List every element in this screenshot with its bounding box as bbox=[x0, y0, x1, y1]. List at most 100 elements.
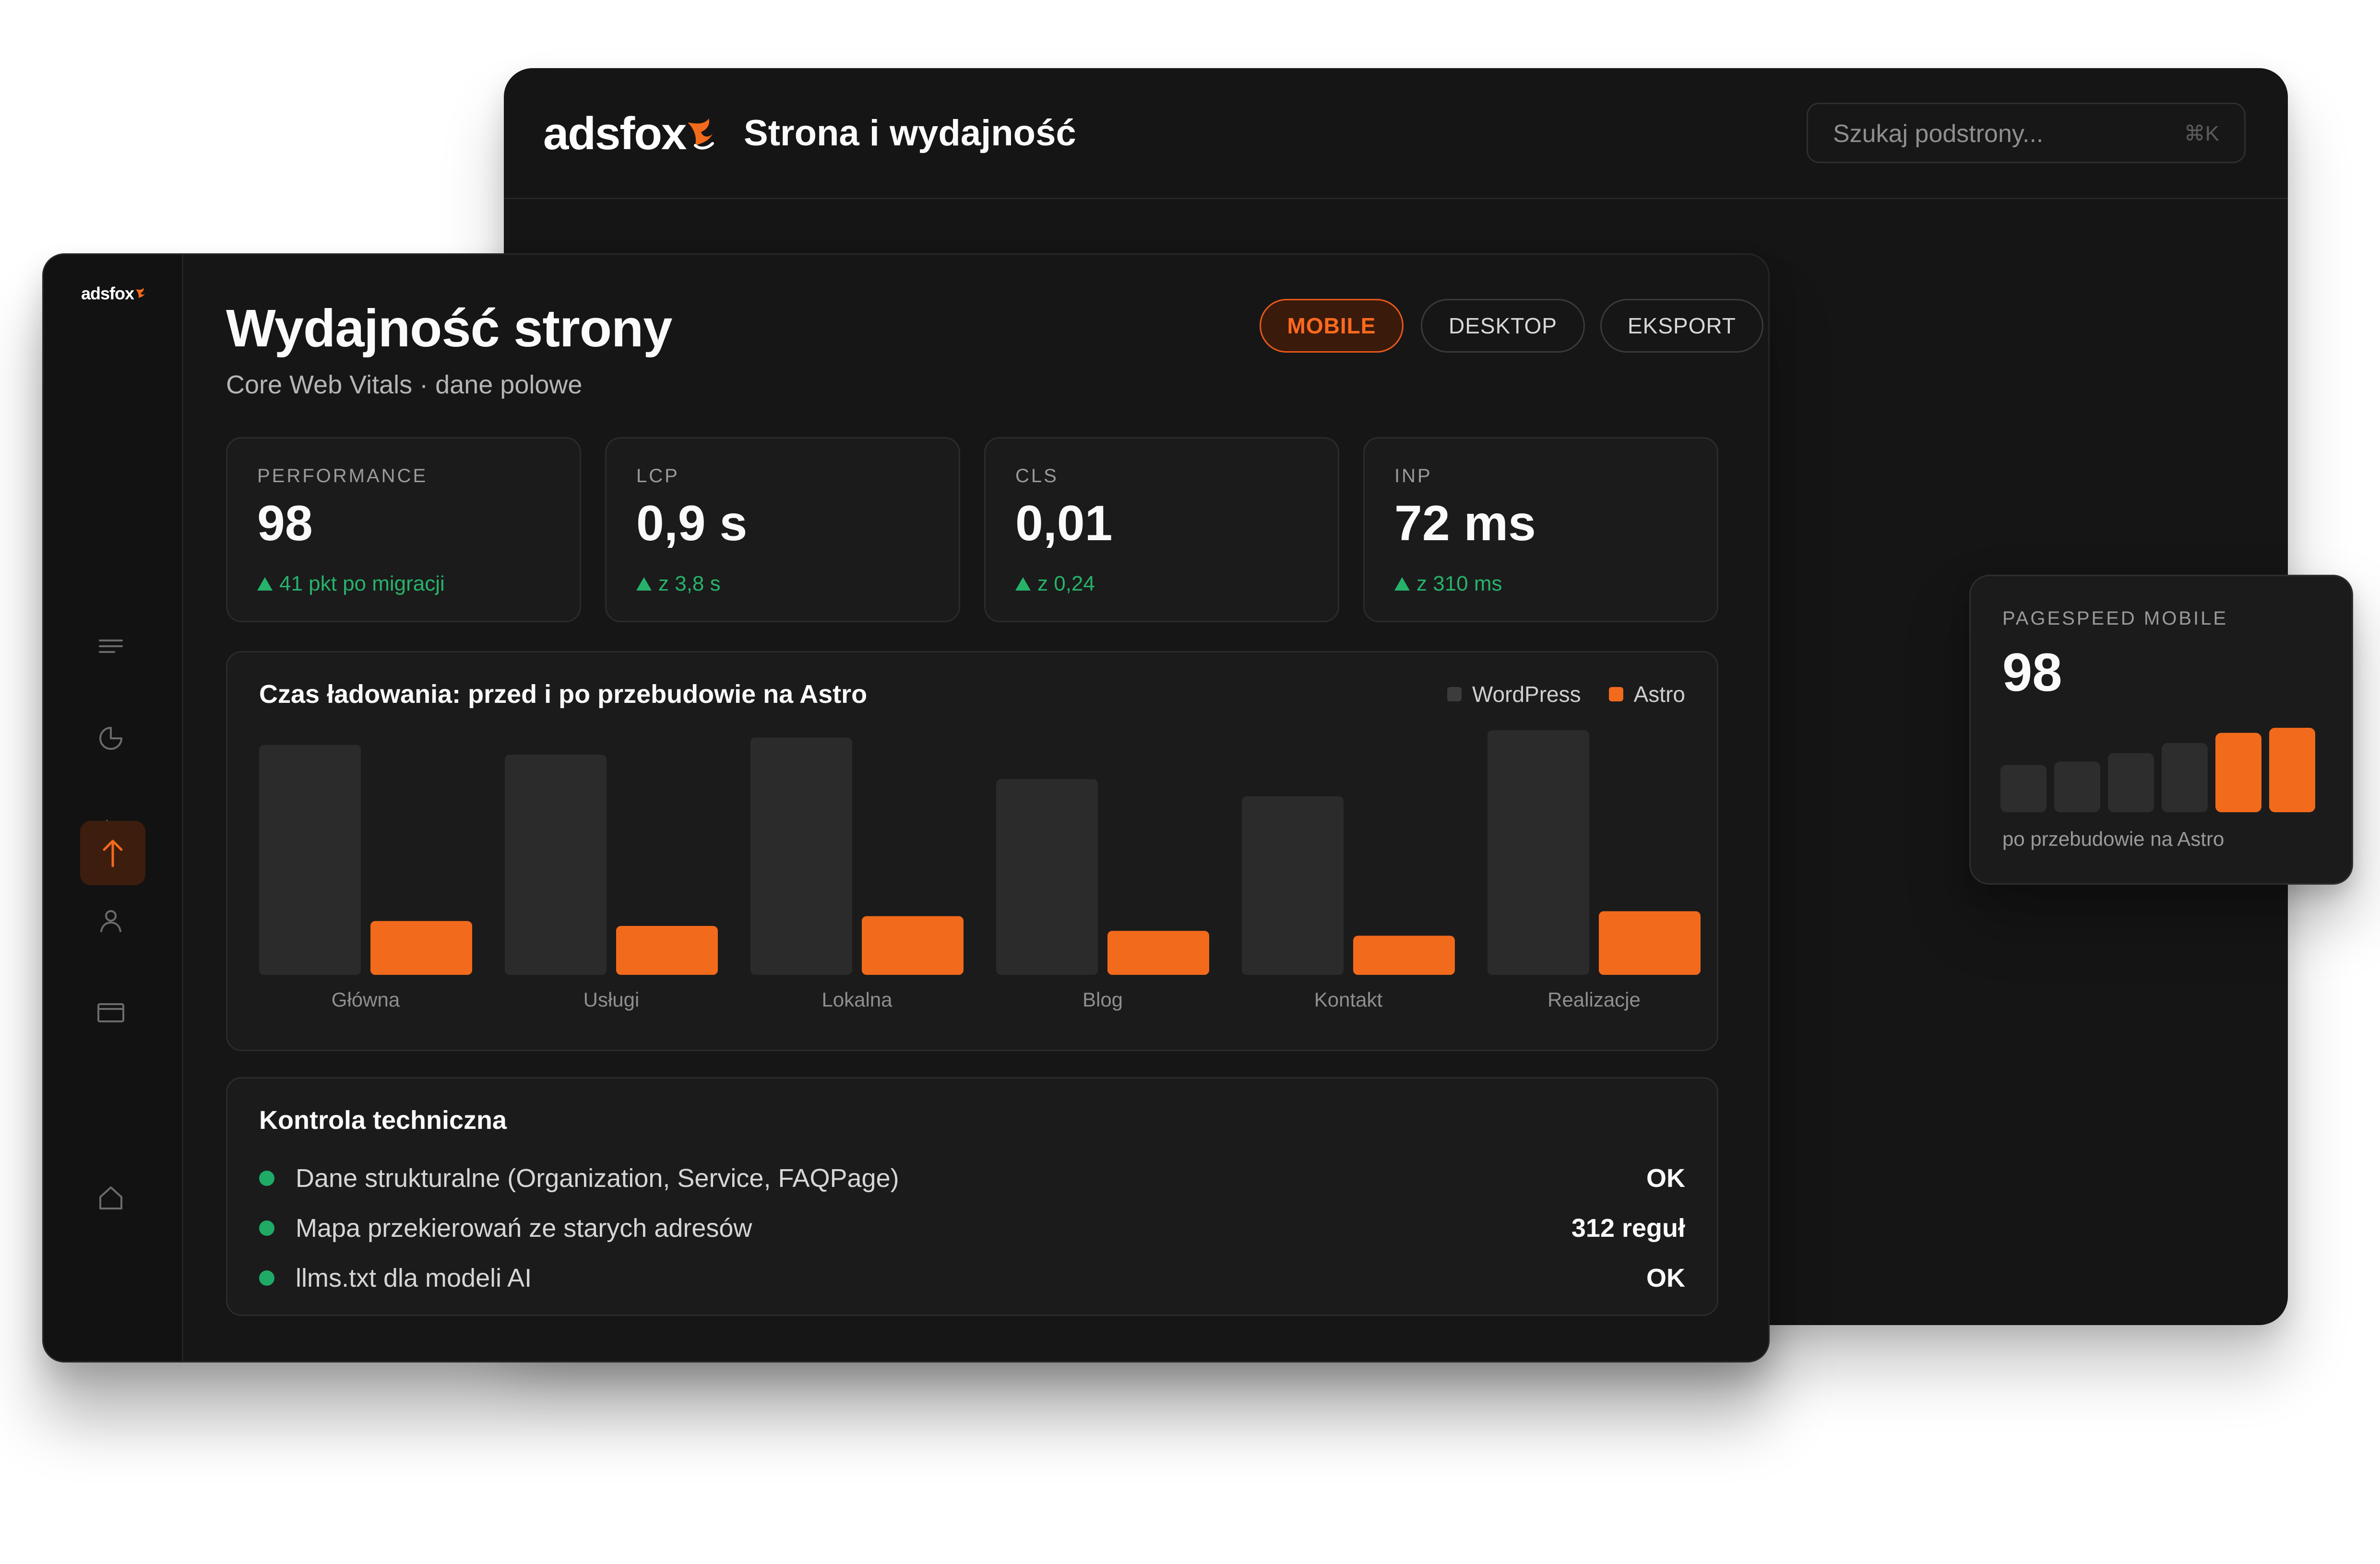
pagespeed-bar-3 bbox=[2162, 743, 2208, 812]
status-dot-icon bbox=[259, 1220, 274, 1236]
x-tick-label: Usługi bbox=[583, 988, 640, 1011]
browser-window-icon[interactable] bbox=[92, 994, 130, 1032]
status-dot-icon bbox=[259, 1171, 274, 1186]
kpi-delta-text: z 310 ms bbox=[1416, 572, 1502, 595]
chart-legend: WordPress Astro bbox=[1430, 681, 1685, 707]
x-tick-label: Blog bbox=[1083, 988, 1123, 1011]
pagespeed-bar-1 bbox=[2054, 761, 2100, 812]
bar-astro-3 bbox=[1107, 931, 1209, 975]
bar-astro-4 bbox=[1353, 936, 1455, 975]
page-title: Wydajność strony bbox=[226, 299, 672, 358]
tab-eksport[interactable]: EKSPORT bbox=[1600, 299, 1763, 353]
shortcut-hint: ⌘K bbox=[2184, 122, 2219, 145]
x-tick-label: Kontakt bbox=[1314, 988, 1383, 1011]
check-label: Mapa przekierowań ze starych adresów bbox=[296, 1214, 752, 1243]
fox-icon bbox=[135, 288, 145, 298]
legend-label: WordPress bbox=[1472, 682, 1581, 707]
kpi-delta: z 3,8 s bbox=[636, 572, 721, 596]
check-row: Dane strukturalne (Organization, Service… bbox=[259, 1159, 1685, 1197]
sidebar-logo[interactable]: adsfox bbox=[81, 284, 146, 304]
legend-label: Astro bbox=[1633, 682, 1685, 707]
user-icon[interactable] bbox=[92, 901, 130, 940]
fox-icon bbox=[688, 118, 714, 150]
menu-icon[interactable] bbox=[92, 627, 130, 665]
pie-chart-icon[interactable] bbox=[92, 719, 130, 758]
x-tick-label: Lokalna bbox=[821, 988, 892, 1011]
window-header: adsfox Strona i wydajność Szukaj podstro… bbox=[504, 68, 2288, 199]
check-label: llms.txt dla modeli AI bbox=[296, 1264, 532, 1292]
page-subtitle: Core Web Vitals · dane polowe bbox=[226, 370, 583, 399]
legend-swatch-wordpress bbox=[1447, 687, 1462, 701]
kpi-label: LCP bbox=[636, 465, 679, 486]
tab-mobile[interactable]: MOBILE bbox=[1260, 299, 1404, 353]
trend-up-icon bbox=[257, 577, 273, 591]
pagespeed-mini-chart bbox=[2000, 728, 2315, 812]
check-value: OK bbox=[1646, 1264, 1685, 1292]
kpi-delta-text: z 0,24 bbox=[1037, 572, 1095, 595]
x-tick-label: Realizacje bbox=[1547, 988, 1641, 1011]
check-label: Dane strukturalne (Organization, Service… bbox=[296, 1164, 899, 1193]
bar-wordpress-4 bbox=[1242, 796, 1344, 975]
pagespeed-score: 98 bbox=[2002, 642, 2062, 702]
trend-up-icon bbox=[1015, 577, 1031, 591]
kpi-card-inp: INP 72 ms z 310 ms bbox=[1363, 437, 1718, 622]
kpi-label: INP bbox=[1394, 465, 1432, 486]
dashboard-window: adsfox Wydajność strony Core Web Vital bbox=[42, 253, 1770, 1363]
pagespeed-bar-0 bbox=[2000, 765, 2047, 812]
pagespeed-card: PAGESPEED MOBILE 98 po przebudowie na As… bbox=[1969, 575, 2353, 885]
logo-wordmark: adsfox bbox=[81, 284, 134, 303]
kpi-value: 98 bbox=[257, 496, 313, 551]
legend-item-astro: Astro bbox=[1608, 681, 1685, 707]
pagespeed-label: PAGESPEED MOBILE bbox=[2002, 608, 2228, 629]
main-content: Wydajność strony Core Web Vitals · dane … bbox=[182, 255, 1768, 1361]
kpi-card-performance: PERFORMANCE 98 41 pkt po migracji bbox=[226, 437, 581, 622]
kpi-delta: 41 pkt po migracji bbox=[257, 572, 445, 596]
kpi-label: PERFORMANCE bbox=[257, 465, 428, 486]
bar-astro-2 bbox=[862, 916, 964, 975]
kpi-delta-text: 41 pkt po migracji bbox=[279, 572, 445, 595]
chart-title: Czas ładowania: przed i po przebudowie n… bbox=[259, 680, 868, 709]
load-time-chart-card: Czas ładowania: przed i po przebudowie n… bbox=[226, 651, 1718, 1051]
check-row: Mapa przekierowań ze starych adresów 312… bbox=[259, 1209, 1685, 1247]
bar-wordpress-5 bbox=[1488, 730, 1589, 975]
check-value: OK bbox=[1646, 1164, 1685, 1193]
kpi-value: 72 ms bbox=[1394, 496, 1536, 551]
pagespeed-bar-2 bbox=[2108, 753, 2154, 812]
kpi-value: 0,01 bbox=[1015, 496, 1113, 551]
bar-astro-0 bbox=[370, 921, 472, 975]
status-dot-icon bbox=[259, 1270, 274, 1286]
kpi-value: 0,9 s bbox=[636, 496, 748, 551]
bar-wordpress-0 bbox=[259, 745, 361, 975]
home-icon[interactable] bbox=[92, 1179, 130, 1217]
search-placeholder: Szukaj podstrony... bbox=[1833, 120, 2044, 148]
window-title: Strona i wydajność bbox=[744, 113, 1076, 154]
bar-wordpress-3 bbox=[996, 779, 1098, 975]
kpi-label: CLS bbox=[1015, 465, 1059, 486]
logo-wordmark: adsfox bbox=[543, 108, 687, 159]
bar-chart: Główna Usługi Lokalna Blog Kontakt Realizacje bbox=[259, 730, 1701, 1011]
search-input[interactable]: Szukaj podstrony... ⌘K bbox=[1807, 103, 2246, 163]
x-tick-label: Główna bbox=[332, 988, 400, 1011]
kpi-delta-text: z 3,8 s bbox=[658, 572, 721, 595]
pagespeed-bar-4 bbox=[2215, 733, 2261, 812]
trend-up-icon bbox=[1394, 577, 1410, 591]
sidebar: adsfox bbox=[44, 255, 183, 1361]
technical-checks-card: Kontrola techniczna Dane strukturalne (O… bbox=[226, 1077, 1718, 1316]
bar-wordpress-2 bbox=[750, 737, 852, 975]
legend-item-wordpress: WordPress bbox=[1447, 681, 1581, 707]
check-row: llms.txt dla modeli AI OK bbox=[259, 1259, 1685, 1297]
pagespeed-bar-5 bbox=[2269, 728, 2315, 812]
kpi-card-cls: CLS 0,01 z 0,24 bbox=[984, 437, 1339, 622]
kpi-delta: z 310 ms bbox=[1394, 572, 1502, 596]
bar-astro-5 bbox=[1599, 911, 1701, 975]
check-value: 312 reguł bbox=[1571, 1214, 1685, 1243]
brand-logo[interactable]: adsfox bbox=[543, 107, 715, 160]
tab-desktop[interactable]: DESKTOP bbox=[1421, 299, 1585, 353]
legend-swatch-astro bbox=[1608, 687, 1623, 701]
kpi-card-lcp: LCP 0,9 s z 3,8 s bbox=[605, 437, 960, 622]
pagespeed-caption: po przebudowie na Astro bbox=[2002, 828, 2225, 850]
bar-wordpress-1 bbox=[505, 755, 607, 975]
arrow-up-icon[interactable] bbox=[80, 821, 145, 885]
trend-up-icon bbox=[636, 577, 652, 591]
kpi-delta: z 0,24 bbox=[1015, 572, 1095, 596]
